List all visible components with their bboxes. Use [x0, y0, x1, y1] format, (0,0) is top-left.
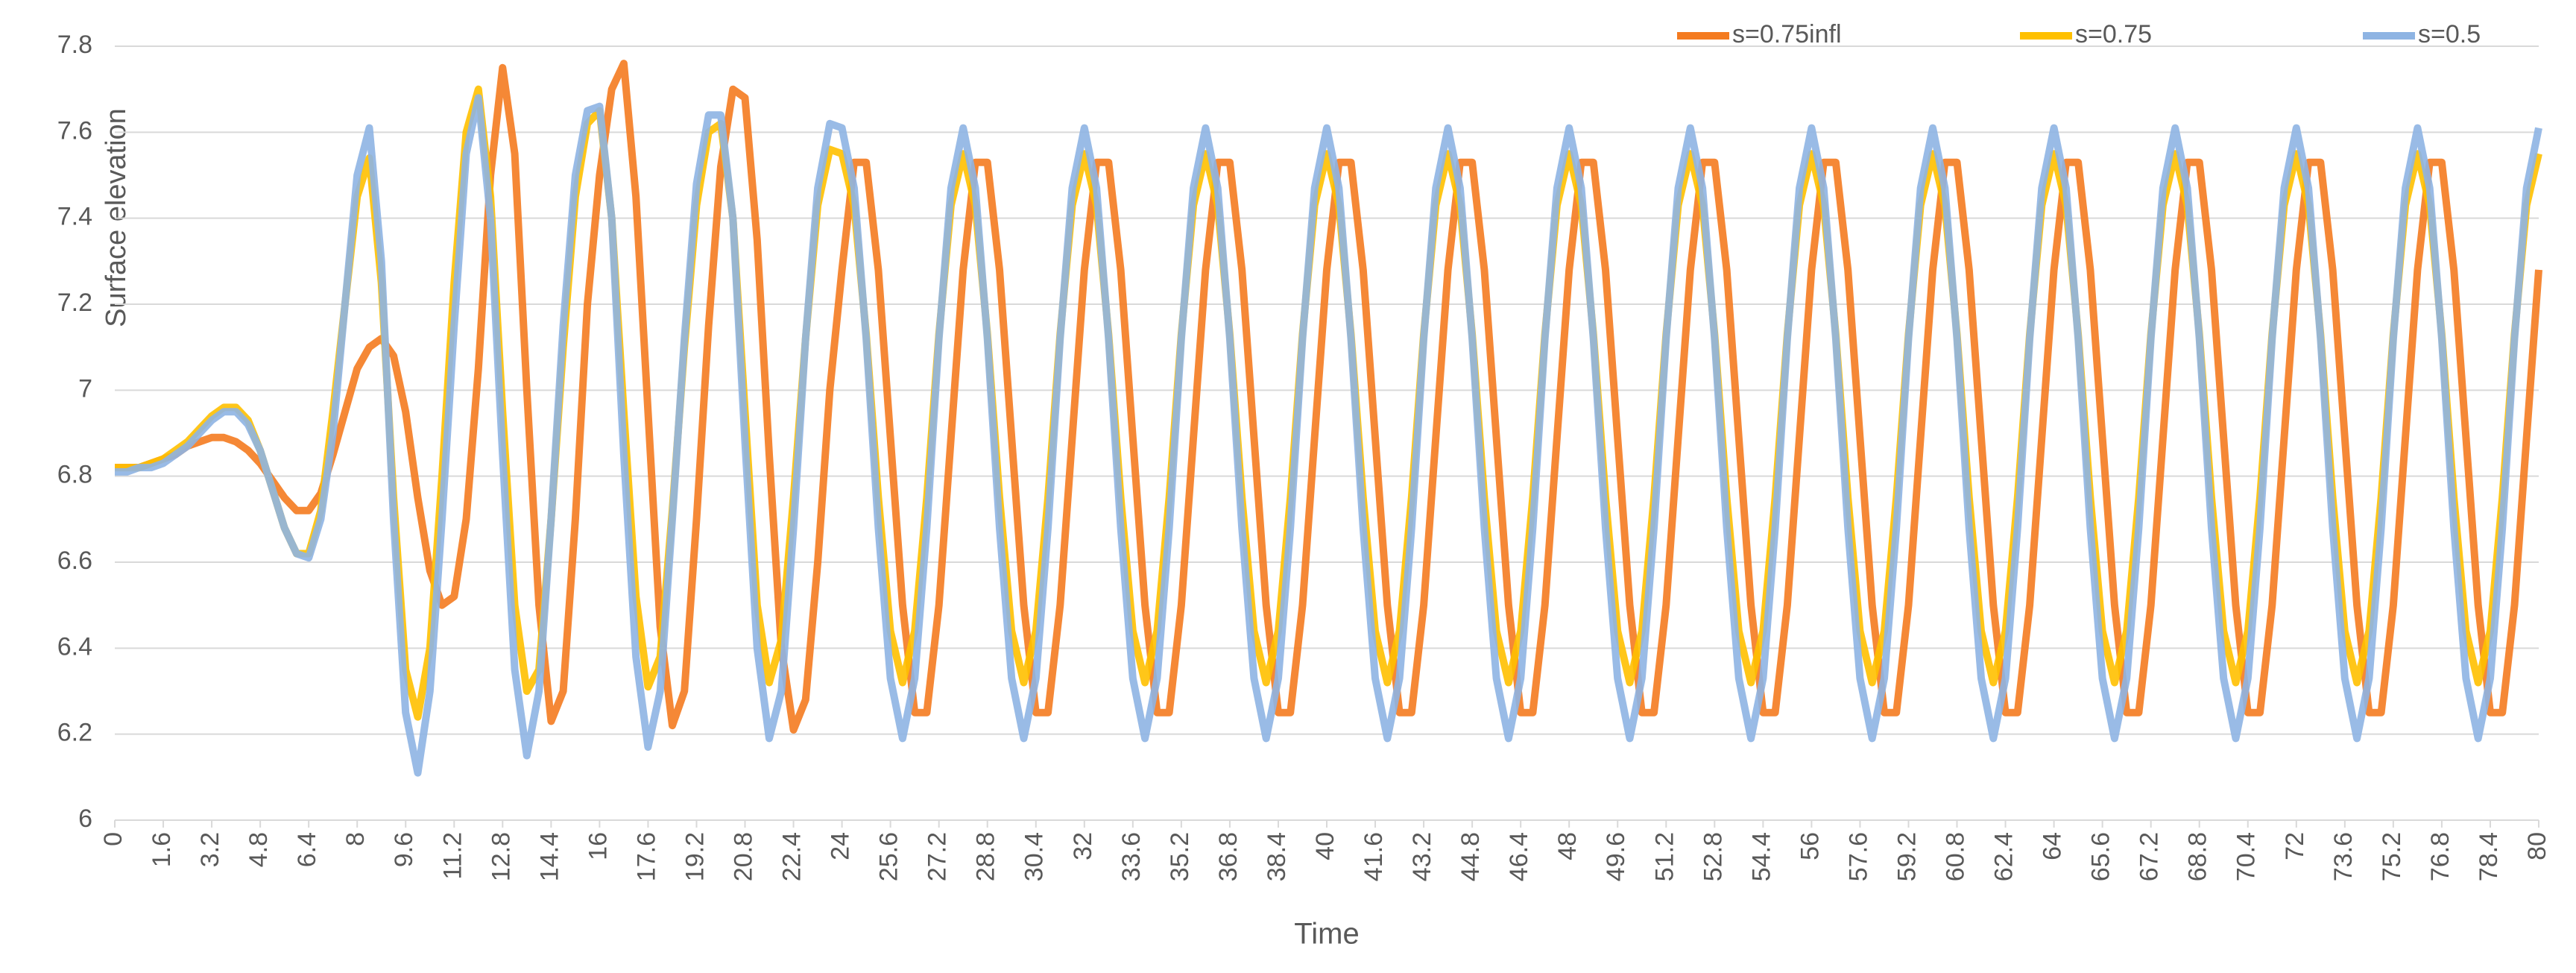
- x-tick-label: 70.4: [2232, 832, 2261, 881]
- x-tick-label: 33.6: [1117, 832, 1146, 881]
- x-tick-label: 20.8: [730, 832, 758, 881]
- x-tick-label: 25.6: [875, 832, 903, 881]
- x-tick-label: 60.8: [1942, 832, 1970, 881]
- series-line: [115, 94, 2542, 777]
- x-tick-label: 41.6: [1360, 832, 1388, 881]
- x-tick-label: 27.2: [924, 832, 952, 881]
- x-tick-label: 28.8: [972, 832, 1000, 881]
- y-tick-label: 7.8: [57, 31, 92, 59]
- y-tick-label: 6.8: [57, 461, 92, 489]
- x-tick-label: 59.2: [1892, 832, 1921, 881]
- x-tick-label: 68.8: [2184, 832, 2212, 881]
- x-tick-label: 3.2: [196, 832, 224, 867]
- x-tick-label: 22.4: [778, 832, 806, 881]
- x-tick-label: 48: [1553, 832, 1582, 860]
- x-tick-label: 80: [2523, 832, 2551, 860]
- x-tick-label: 16: [584, 832, 612, 860]
- x-tick-label: 0: [99, 832, 127, 846]
- y-tick-label: 7: [78, 374, 92, 403]
- x-tick-label: 8: [341, 832, 370, 846]
- y-tick-label: 7.4: [57, 203, 92, 231]
- x-tick-label: 65.6: [2087, 832, 2115, 881]
- x-tick-label: 6.4: [293, 832, 321, 867]
- x-tick-label: 73.6: [2329, 832, 2358, 881]
- series-line: [115, 60, 2542, 734]
- x-tick-label: 44.8: [1456, 832, 1485, 881]
- y-tick-label: 6.4: [57, 632, 92, 661]
- x-tick-label: 1.6: [148, 832, 176, 867]
- legend-label: s=0.75infl: [1732, 20, 1842, 48]
- x-tick-label: 19.2: [681, 832, 709, 881]
- y-tick-label: 6.6: [57, 547, 92, 575]
- x-tick-label: 54.4: [1747, 832, 1775, 881]
- x-tick-label: 35.2: [1166, 832, 1194, 881]
- x-tick-label: 40: [1311, 832, 1339, 860]
- x-tick-label: 9.6: [390, 832, 418, 867]
- x-tick-label: 57.6: [1844, 832, 1872, 881]
- x-tick-label: 78.4: [2475, 832, 2503, 881]
- x-tick-label: 52.8: [1699, 832, 1727, 881]
- x-tick-label: 49.6: [1602, 832, 1630, 881]
- x-tick-label: 67.2: [2135, 832, 2164, 881]
- x-tick-label: 51.2: [1650, 832, 1679, 881]
- legend-label: s=0.5: [2418, 20, 2481, 48]
- x-tick-label: 62.4: [1990, 832, 2018, 881]
- x-tick-label: 76.8: [2426, 832, 2455, 881]
- x-tick-label: 30.4: [1020, 832, 1049, 881]
- x-tick-label: 12.8: [487, 832, 515, 881]
- y-tick-label: 7.2: [57, 289, 92, 317]
- x-tick-label: 4.8: [244, 832, 273, 867]
- x-axis-title: Time: [1294, 918, 1359, 951]
- legend-label: s=0.75: [2075, 20, 2152, 48]
- x-tick-label: 72: [2281, 832, 2309, 860]
- x-tick-label: 17.6: [632, 832, 660, 881]
- x-tick-label: 46.4: [1505, 832, 1533, 881]
- x-tick-label: 38.4: [1263, 832, 1291, 881]
- x-tick-label: 11.2: [438, 832, 467, 880]
- y-tick-label: 6: [78, 804, 92, 833]
- x-tick-label: 64: [2039, 832, 2067, 860]
- x-tick-label: 32: [1069, 832, 1097, 860]
- x-tick-label: 14.4: [535, 832, 564, 881]
- x-tick-label: 24: [827, 832, 855, 860]
- x-tick-label: 75.2: [2378, 832, 2406, 881]
- y-tick-label: 7.6: [57, 116, 92, 145]
- x-tick-label: 56: [1796, 832, 1824, 860]
- x-tick-label: 43.2: [1408, 832, 1436, 881]
- x-tick-label: 36.8: [1214, 832, 1243, 881]
- y-tick-label: 6.2: [57, 719, 92, 747]
